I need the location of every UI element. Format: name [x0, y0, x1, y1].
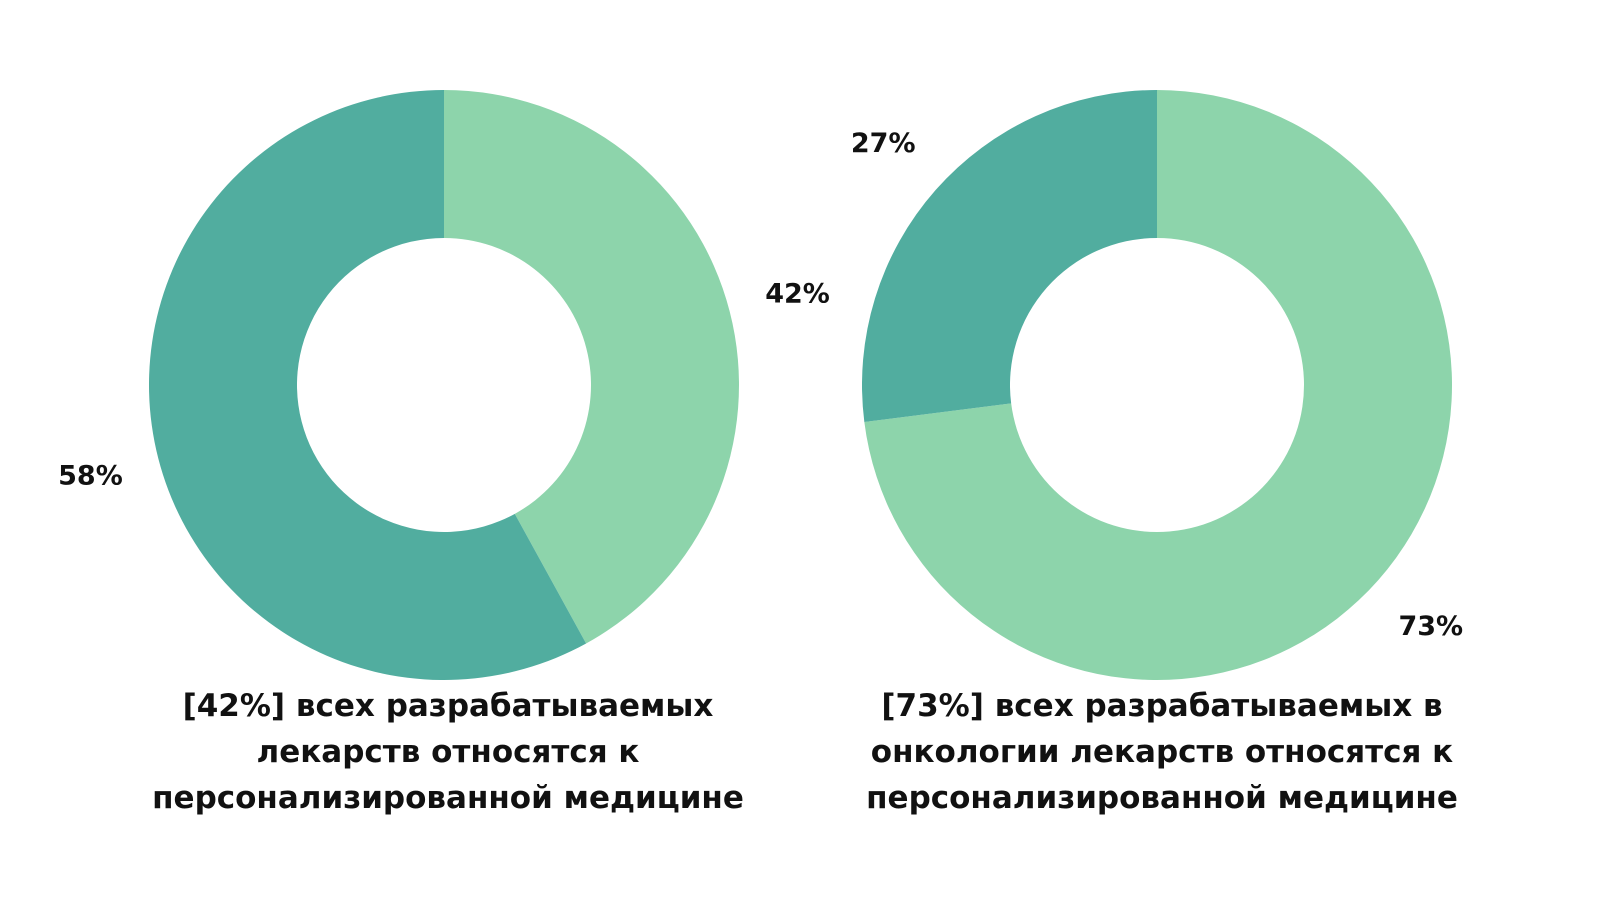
caption-left-line-3: персонализированной медицине	[152, 780, 744, 816]
donut-chart-right: 73% 27%	[851, 89, 1463, 681]
donut-left-label-1: 42%	[765, 279, 830, 310]
caption-left-line-1: [42%] всех разрабатываемых	[182, 688, 714, 724]
donut-right-label-1: 73%	[1398, 611, 1463, 642]
donut-left-slice-2	[148, 90, 587, 680]
caption-right-line-3: персонализированной медицине	[866, 780, 1458, 816]
donut-left-slice-1	[444, 90, 739, 644]
caption-left: [42%] всех разрабатываемых лекарств отно…	[128, 683, 768, 821]
caption-left-line-2: лекарств относятся к	[256, 734, 640, 770]
donut-chart-left: 42% 58%	[58, 90, 830, 680]
donut-right-label-2: 27%	[851, 128, 916, 159]
donut-right-slice-1	[864, 90, 1453, 681]
donut-right-slice-2	[862, 89, 1157, 422]
caption-right: [73%] всех разрабатываемых в онкологии л…	[842, 683, 1482, 821]
caption-right-line-1: [73%] всех разрабатываемых в	[881, 688, 1443, 724]
donut-left-label-2: 58%	[58, 460, 123, 491]
caption-right-line-2: онкологии лекарств относятся к	[870, 734, 1454, 770]
